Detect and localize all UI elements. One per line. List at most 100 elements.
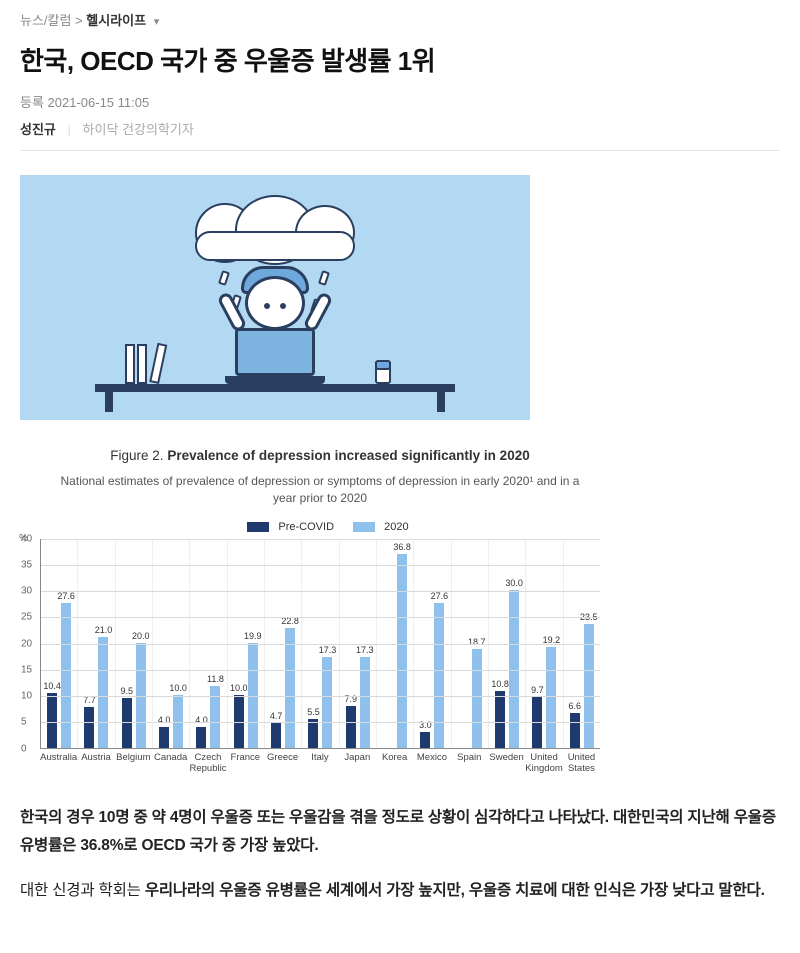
bar-value-pre: 3.0: [419, 720, 432, 730]
x-label: UnitedStates: [563, 749, 600, 775]
bar-value-pre: 5.5: [307, 707, 320, 717]
person-arm: [216, 291, 247, 333]
article-title: 한국, OECD 국가 중 우울증 발생률 1위: [20, 41, 780, 78]
gridline: [41, 617, 600, 618]
gridline: [41, 591, 600, 592]
bar-pre: [346, 706, 356, 747]
chevron-down-icon[interactable]: ▾: [154, 15, 160, 28]
x-label: Spain: [451, 749, 488, 775]
bar-pre: [234, 695, 244, 748]
x-label: Canada: [152, 749, 189, 775]
figure-title: Prevalence of depression increased signi…: [167, 448, 529, 463]
paragraph-2-bold: 우리나라의 우울증 유병률은 세계에서 가장 높지만, 우울증 치료에 대한 인…: [145, 882, 765, 899]
cup-icon: [375, 362, 391, 384]
bar-value-pre: 10.4: [43, 681, 61, 691]
person-arm: [302, 291, 333, 333]
bar-value-post: 17.3: [356, 645, 374, 655]
x-label: Mexico: [413, 749, 450, 775]
gridline: [41, 670, 600, 671]
y-tick-label: 15: [21, 664, 32, 675]
bar-post: [434, 603, 444, 748]
divider-rule: [20, 150, 780, 151]
gridline: [41, 644, 600, 645]
bar-value-pre: 4.7: [270, 711, 283, 721]
bar-value-post: 30.0: [505, 578, 523, 588]
bar-post: [472, 649, 482, 747]
bar-value-pre: 9.5: [121, 686, 134, 696]
y-tick-label: 25: [21, 612, 32, 623]
author-name: 성진규: [20, 122, 56, 137]
x-axis-labels: AustraliaAustriaBelgiumCanadaCzechRepubl…: [40, 749, 600, 775]
bar-pre: [196, 727, 206, 748]
depression-chart: Figure 2. Prevalence of depression incre…: [40, 448, 600, 774]
bar-pre: [159, 727, 169, 748]
gridline: [41, 539, 600, 540]
gridline: [41, 565, 600, 566]
figure-caption: Figure 2. Prevalence of depression incre…: [40, 448, 600, 463]
bar-value-post: 18.7: [468, 637, 486, 647]
x-label: UnitedKingdom: [525, 749, 563, 775]
x-label: Sweden: [488, 749, 525, 775]
legend-label-pre: Pre-COVID: [278, 521, 334, 533]
figure-subtitle: National estimates of prevalence of depr…: [40, 473, 600, 507]
breadcrumb-current[interactable]: 헬시라이프: [86, 13, 146, 28]
bar-pre: [495, 691, 505, 748]
bar-pre: [570, 713, 580, 748]
y-tick-label: 30: [21, 586, 32, 597]
x-label: Belgium: [115, 749, 152, 775]
publish-date: 등록 2021-06-15 11:05: [20, 92, 780, 111]
bar-post: [509, 590, 519, 748]
bar-value-pre: 9.7: [531, 685, 544, 695]
bar-post: [61, 603, 71, 748]
chart-plot-area: % 10.427.67.721.09.520.04.010.04.011.810…: [40, 539, 600, 749]
author-row: 성진규 | 하이닥 건강의학기자: [20, 119, 780, 138]
bar-pre: [47, 693, 57, 748]
x-label: Australia: [40, 749, 77, 775]
bar-value-post: 17.3: [319, 645, 337, 655]
laptop-icon: [225, 328, 325, 384]
hero-illustration: [20, 175, 530, 420]
bar-value-post: 27.6: [431, 591, 449, 601]
bar-pre: [84, 707, 94, 747]
bar-post: [136, 643, 146, 748]
bar-value-post: 27.6: [57, 591, 75, 601]
bar-value-post: 21.0: [95, 625, 113, 635]
divider: |: [68, 122, 71, 137]
chart-legend: Pre-COVID 2020: [40, 521, 600, 533]
breadcrumb: 뉴스/칼럼 > 헬시라이프 ▾: [20, 10, 780, 29]
x-label: France: [227, 749, 264, 775]
x-label: Greece: [264, 749, 301, 775]
paragraph-1: 한국의 경우 10명 중 약 4명이 우울증 또는 우울감을 겪을 정도로 상황…: [20, 804, 780, 858]
y-tick-label: 10: [21, 691, 32, 702]
bar-value-post: 20.0: [132, 631, 150, 641]
bar-value-pre: 10.0: [230, 683, 248, 693]
y-tick-label: 40: [21, 533, 32, 544]
bar-value-post: 19.9: [244, 631, 262, 641]
breadcrumb-root[interactable]: 뉴스/칼럼: [20, 13, 71, 28]
bar-post: [285, 628, 295, 748]
x-label: Austria: [77, 749, 114, 775]
bar-post: [210, 686, 220, 748]
bar-value-post: 10.0: [169, 683, 187, 693]
person-head: [245, 276, 305, 330]
author-role: 하이닥 건강의학기자: [83, 122, 194, 137]
cloud-icon: [175, 203, 375, 259]
bar-value-pre: 10.8: [491, 679, 509, 689]
legend-swatch-pre: [247, 522, 269, 532]
legend-label-post: 2020: [384, 521, 408, 533]
desk: [95, 384, 455, 392]
x-label: Japan: [339, 749, 376, 775]
y-tick-label: 0: [21, 743, 27, 754]
bar-post: [98, 637, 108, 747]
bar-pre: [271, 723, 281, 748]
y-tick-label: 5: [21, 717, 27, 728]
x-label: Italy: [301, 749, 338, 775]
y-tick-label: 35: [21, 559, 32, 570]
y-tick-label: 20: [21, 638, 32, 649]
gridline: [41, 722, 600, 723]
gridline: [41, 696, 600, 697]
paragraph-2-lead: 대한 신경과 학회는: [20, 882, 145, 899]
bar-value-pre: 6.6: [568, 701, 581, 711]
paragraph-2: 대한 신경과 학회는 우리나라의 우울증 유병률은 세계에서 가장 높지만, 우…: [20, 877, 780, 904]
bar-pre: [420, 732, 430, 748]
